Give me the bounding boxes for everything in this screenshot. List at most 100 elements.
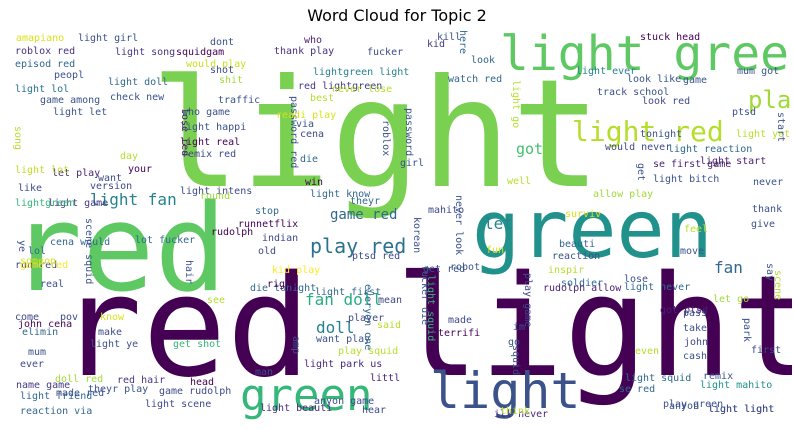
word-light-real-label: light real — [180, 137, 241, 148]
word-light-doll-label: light doll — [108, 77, 169, 88]
word-fan-doll-label: fan doll — [305, 290, 383, 309]
word-park-label: park — [741, 318, 752, 343]
word-play-green-label: play green — [663, 399, 724, 410]
word-kid-label: kid — [427, 39, 446, 50]
word-lol-label: lol — [28, 246, 47, 257]
word-look-label: look — [471, 55, 496, 66]
word-light-friend-label: light friend — [20, 391, 93, 402]
word-shot-label: shot — [210, 65, 235, 76]
word-who-game-label: who game — [182, 107, 231, 118]
word-die-label: die — [300, 154, 319, 165]
word-light-reaction-label: light reaction — [668, 144, 753, 155]
word-would-never-label: would never — [605, 142, 672, 153]
word-first-label: first — [751, 345, 782, 356]
word-light-beauti-label: light beauti — [260, 403, 333, 414]
word-traffic-label: traffic — [218, 95, 261, 106]
word-light-squid-label: light squid — [625, 373, 692, 384]
word-tonight-label: tonight — [640, 129, 683, 140]
word-get-label: get — [635, 163, 646, 182]
word-track-school-label: track school — [597, 87, 670, 98]
word-light-intens-label: light intens — [180, 186, 253, 197]
word-let-label: let — [484, 214, 513, 233]
word-hair-label: hair — [183, 260, 194, 285]
word-made-red-label: made red — [56, 388, 105, 399]
word-light-label: light — [150, 48, 602, 222]
word-runnetflix-label: runnetflix — [238, 219, 299, 230]
word-light-bitch-label: light bitch — [653, 174, 720, 185]
word-light-lot-label: light lot — [15, 165, 70, 176]
word-mum-label: mum — [28, 347, 47, 358]
word-look-red-label: look red — [642, 96, 691, 107]
word-im-label: im — [513, 322, 526, 333]
word-game-among-label: game among — [40, 95, 101, 106]
word-play-red-label: play red — [310, 234, 407, 258]
word-elimin-label: elimin — [22, 327, 59, 338]
word-who-label: who — [304, 35, 323, 46]
word-thank-play-label: thank play — [274, 46, 335, 57]
word-move-label: move — [680, 246, 705, 257]
word-game-red-label: game red — [20, 260, 69, 271]
word-pov-label: pov — [60, 312, 79, 323]
word-light-green-label: light green — [500, 30, 792, 82]
word-game-rudolph-label: game rudolph — [159, 386, 232, 397]
word-cloud-canvas: red light light red green light green light gr… — [10, 30, 792, 422]
word-version-label: version — [90, 181, 133, 192]
word-remix-red-label: remix red — [182, 149, 237, 160]
word-lightgreen-light-label: lightgreen light — [313, 67, 410, 78]
word-man-label: man — [255, 367, 274, 378]
word-make-label: make — [98, 327, 123, 338]
word-get-shot-label: get shot — [173, 339, 222, 350]
word-someon-label: someon — [20, 256, 57, 267]
word-rudolph-label: rudolph — [211, 227, 254, 238]
word-anyon-label: anyon — [669, 401, 700, 412]
word-red-hair-label: red hair — [117, 375, 166, 386]
word-episod-red-label: episod red — [15, 59, 76, 70]
word-light-go-label: light go — [510, 80, 521, 129]
word-get-red-label: get red — [423, 264, 466, 275]
word-light-yet-label: light yet — [736, 129, 791, 140]
word-light-happi-label: light happi — [180, 122, 247, 133]
word-head-label: head — [190, 377, 215, 388]
word-roblox-label: roblox — [380, 120, 391, 157]
word-fun-label: fun — [486, 245, 505, 256]
word-never-lose-label: never lose — [332, 84, 393, 95]
word-play-game-label: play game — [522, 273, 533, 328]
word-lot-fucker-label: lot fucker — [135, 235, 196, 246]
word-game-label: game — [683, 75, 708, 86]
word-green-label: green — [472, 183, 713, 276]
word-password-label: password — [403, 108, 414, 157]
word-thank-label: thank — [752, 204, 783, 215]
word-stuck-head-label: stuck head — [640, 32, 701, 43]
word-die-tonight-label: die tonight — [250, 283, 317, 294]
word-ye-label: ye — [16, 240, 27, 253]
word-littl-label: littl — [370, 373, 401, 384]
word-red-light-label: red light — [58, 246, 792, 409]
word-korean-label: korean — [411, 217, 422, 254]
word-mahito-label: mahito — [428, 205, 465, 216]
word-reaction-via-label: reaction via — [20, 406, 93, 417]
word-light-let-label: light let — [53, 107, 108, 118]
word-real-label: real — [40, 279, 65, 290]
word-scene-label: scene — [772, 270, 783, 301]
word-amp-label: amp — [290, 336, 301, 355]
word-look-like-label: look like — [627, 74, 682, 85]
word-your-label: your — [128, 164, 153, 175]
word-se-red-label: se red — [619, 384, 656, 395]
word-light-mahito-label: light mahito — [700, 380, 773, 391]
word-like-label: like — [18, 183, 43, 194]
word-player-label: player — [348, 313, 385, 324]
word-cena-label: cena — [300, 129, 325, 140]
word-dont-label: dont — [210, 37, 235, 48]
word-light-know-label: light know — [310, 189, 371, 200]
word-john-label: john — [684, 337, 709, 348]
word-via-label: via — [296, 119, 315, 130]
word-lightgreen-label: lightgreen — [15, 198, 76, 209]
word-mean-label: mean — [378, 295, 403, 306]
word-cloud: red light light red green light green light gr… — [10, 30, 792, 422]
word-win-label: win — [305, 177, 324, 188]
word-name-game-label: name game — [16, 380, 71, 391]
word-soldier-label: soldier — [561, 278, 604, 289]
word-song-label: song — [12, 126, 23, 151]
word-go-label: go — [508, 337, 521, 348]
word-lose-label: lose — [624, 274, 649, 285]
